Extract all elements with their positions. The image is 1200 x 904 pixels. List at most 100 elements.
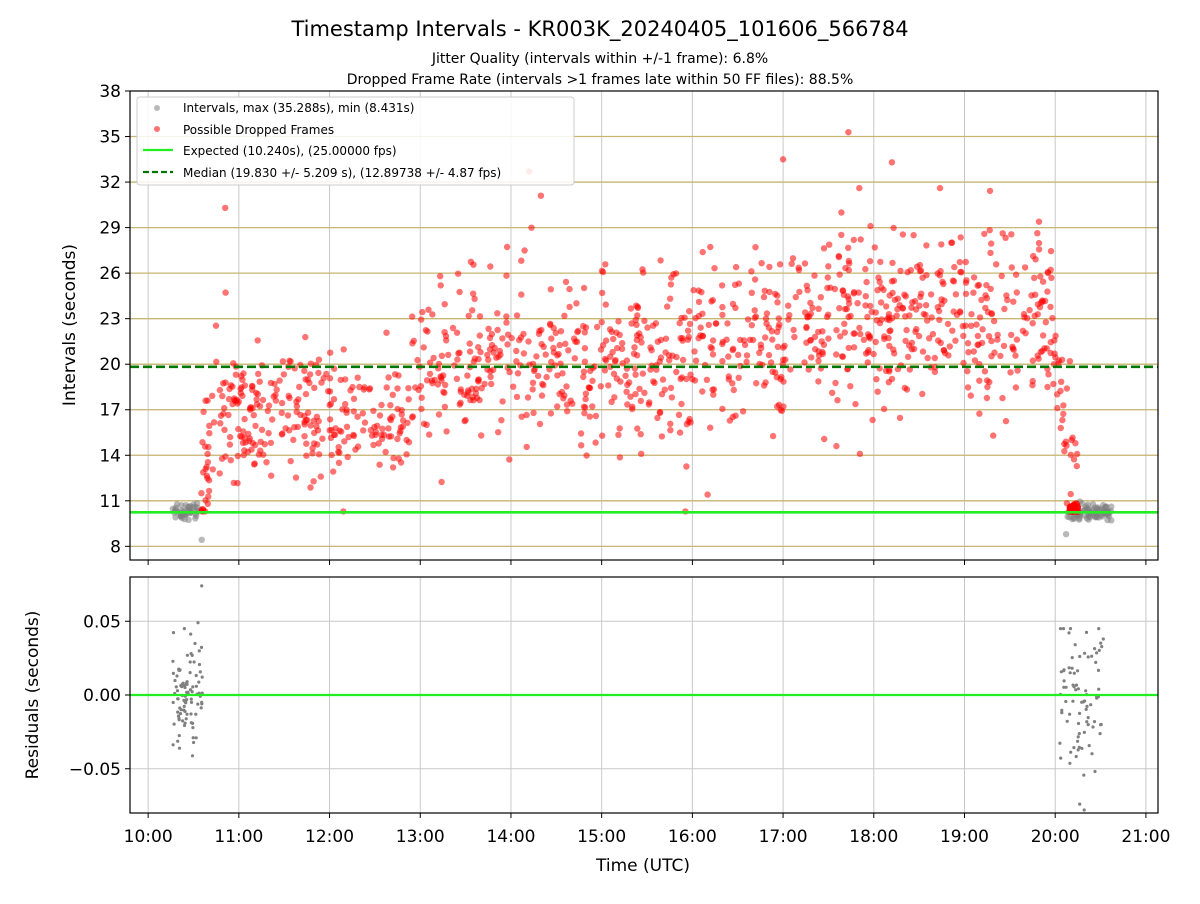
dropped-frame-point [968,311,975,318]
dropped-frame-point [405,385,412,392]
residual-point [1060,711,1064,715]
residual-point [1078,711,1082,716]
dropped-frame-point [227,457,234,464]
dropped-frame-point [394,405,401,413]
dropped-frame-point [960,359,967,367]
dropped-frame-point [581,410,588,417]
dropped-frame-point [667,384,675,392]
residual-point [189,652,193,656]
residual-point [1059,670,1063,674]
residual-point [1086,723,1090,727]
dropped-frame-point [330,468,337,475]
legend-marker-dropped [154,126,160,132]
dropped-frame-point [1044,288,1051,295]
dropped-frame-point [987,249,994,257]
residual-point [1097,687,1101,691]
dropped-frame-point [801,260,809,267]
dropped-frame-point [632,371,639,378]
residual-point [1091,725,1095,729]
dropped-frame-point [476,332,483,339]
dropped-frame-point [673,368,680,376]
dropped-frame-point [462,416,469,424]
dropped-frame-outlier [856,184,863,192]
dropped-frame-point [785,302,792,309]
residual-point [1067,666,1071,670]
top-ytick-label: 23 [99,310,121,330]
residual-point [191,726,195,730]
dropped-frame-point [495,429,502,436]
dropped-frame-point [692,314,699,322]
dropped-frame-point [485,356,492,363]
dropped-frame-point [748,322,755,329]
dropped-frame-point [612,357,619,364]
dropped-frame-point [337,376,344,384]
dropped-frame-point [361,384,368,391]
dropped-frame-point [418,316,425,323]
dropped-frame-point [389,464,397,471]
dropped-frame-point [524,394,532,401]
residual-point [1089,703,1093,707]
dropped-frame-point [634,425,641,432]
dropped-frame-point [564,408,571,415]
dropped-frame-point [662,349,669,356]
dropped-frame-point [250,412,257,419]
dropped-frame-point [535,330,543,337]
dropped-frame-point [988,310,995,317]
dropped-frame-point [562,278,570,286]
dropped-frame-point [862,265,869,273]
x-axis-label: Time (UTC) [595,856,690,876]
dropped-frame-point [710,391,717,398]
dropped-frame-point [563,383,570,390]
dropped-frame-point [951,263,958,271]
dropped-frame-point [249,386,256,393]
dropped-frame-point [513,393,521,401]
dropped-frame-point [657,336,665,344]
dropped-frame-point [394,435,401,443]
residual-point [1100,645,1104,649]
dropped-frame-point [456,349,463,356]
dropped-frame-point [307,484,314,491]
residual-point [176,697,180,701]
dropped-frame-point [908,304,915,311]
residual-point [1065,719,1069,723]
dropped-frame-point [743,352,751,359]
dropped-frame-point [503,313,510,320]
dropped-frame-point [974,332,982,340]
residual-point [176,714,181,718]
dropped-frame-point [598,319,605,326]
dropped-frame-point [654,414,661,422]
dropped-frame-point [1020,310,1028,318]
dropped-frame-point [307,360,315,367]
residual-point [171,671,175,676]
dropped-frame-point [226,441,234,448]
dropped-frame-point [880,405,888,413]
dropped-frame-point [707,424,714,431]
dropped-frame-point [317,473,324,480]
dropped-frame-point [631,344,638,351]
dropped-frame-point [885,311,893,318]
top-ytick-label: 8 [110,537,121,557]
dropped-frame-point [758,344,765,352]
dropped-frame-point [803,282,810,289]
residual-point [1099,723,1103,727]
dropped-frame-point [896,414,904,422]
dropped-frame-point [420,420,428,427]
residual-point [193,641,197,646]
dropped-frame-point [249,439,256,447]
dropped-frame-point [559,370,566,377]
dropped-frame-point [769,432,777,440]
dropped-frame-point [962,290,970,297]
dropped-frame-point [597,383,604,390]
dropped-frame-point [323,370,330,378]
dropped-frame-point [832,379,839,387]
dropped-frame-point [216,386,224,394]
dropped-frame-point [903,326,910,334]
dropped-frame-point [641,389,648,396]
dropped-frame-point [226,385,233,393]
dropped-frame-point [888,375,896,383]
residual-point [1078,802,1082,806]
residual-point [192,660,196,664]
dropped-frame-point [809,304,816,311]
dropped-frame-point [1057,387,1064,395]
dropped-frame-point [445,351,452,359]
